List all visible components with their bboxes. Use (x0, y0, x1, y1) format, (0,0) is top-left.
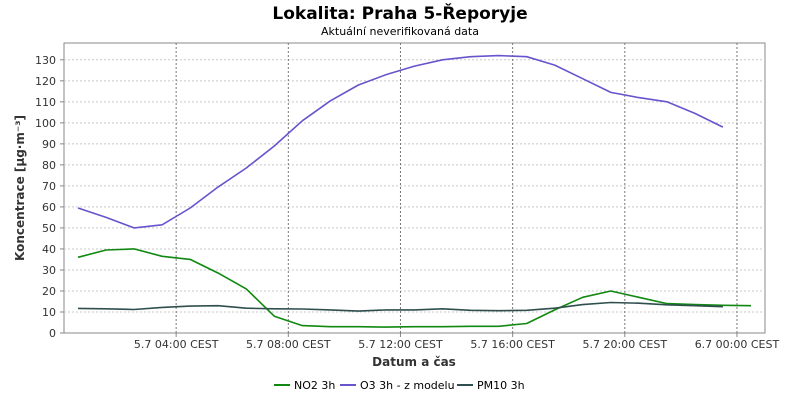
x-tick-label: 5.7 04:00 CEST (134, 338, 219, 351)
plot-area (63, 42, 766, 334)
series-line-no2 (77, 248, 752, 328)
chart-title: Lokalita: Praha 5-Řeporyje (272, 2, 527, 24)
legend-label: NO2 3h (294, 379, 335, 392)
y-tick-label: 70 (42, 180, 56, 193)
y-tick-label: 40 (42, 243, 56, 256)
y-tick-label: 30 (42, 264, 56, 277)
y-axis-label: Koncentrace [µg·m⁻³] (13, 115, 27, 261)
series-line-o3 (77, 54, 724, 229)
y-tick-label: 10 (42, 306, 56, 319)
series-lines (77, 54, 752, 328)
x-tick-label: 5.7 16:00 CEST (470, 338, 555, 351)
grid (64, 43, 765, 333)
chart-subtitle: Aktuální neverifikovaná data (321, 25, 479, 38)
x-tick-label: 6.7 00:00 CEST (695, 338, 780, 351)
legend: NO2 3h O3 3h - z modelu PM10 3h (274, 379, 525, 392)
y-axis: 0 10 20 30 40 50 60 70 80 90 100 110 120 130 (35, 54, 64, 340)
x-axis: 5.7 04:00 CEST 5.7 08:00 CEST 5.7 12:00 CE… (134, 333, 780, 351)
legend-label: O3 3h - z modelu (360, 379, 455, 392)
x-tick-label: 5.7 12:00 CEST (358, 338, 443, 351)
y-tick-label: 110 (35, 96, 56, 109)
legend-label: PM10 3h (477, 379, 525, 392)
series-line-pm10 (77, 301, 723, 312)
y-tick-label: 60 (42, 201, 56, 214)
y-tick-label: 50 (42, 222, 56, 235)
y-tick-label: 20 (42, 285, 56, 298)
y-tick-label: 130 (35, 54, 56, 67)
y-tick-label: 80 (42, 159, 56, 172)
y-tick-label: 0 (49, 327, 56, 340)
x-tick-label: 5.7 20:00 CEST (583, 338, 668, 351)
y-tick-label: 120 (35, 75, 56, 88)
x-tick-label: 5.7 08:00 CEST (246, 338, 331, 351)
x-axis-label: Datum a čas (372, 355, 456, 369)
y-tick-label: 90 (42, 138, 56, 151)
y-tick-label: 100 (35, 117, 56, 130)
